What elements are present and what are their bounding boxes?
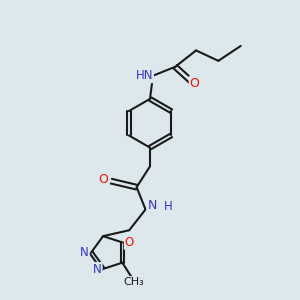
Text: N: N (93, 263, 102, 276)
Text: O: O (98, 173, 108, 186)
Text: N: N (147, 200, 157, 212)
Text: O: O (125, 236, 134, 249)
Text: N: N (80, 246, 89, 259)
Text: CH₃: CH₃ (123, 277, 144, 287)
Text: O: O (190, 76, 200, 90)
Text: HN: HN (136, 69, 153, 82)
Text: H: H (164, 200, 173, 213)
